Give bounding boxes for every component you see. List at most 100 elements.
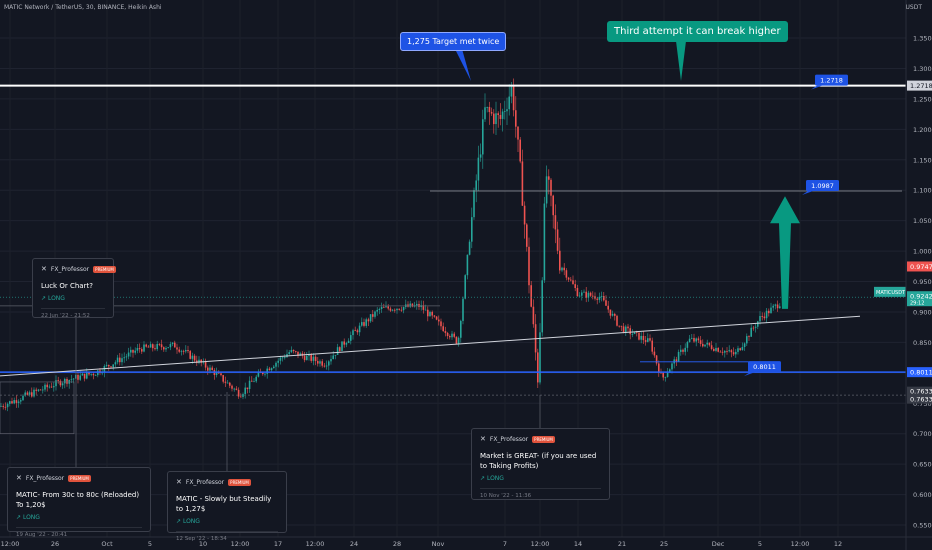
- candle-body: [101, 372, 103, 374]
- candle-body: [548, 176, 550, 180]
- candle-body: [398, 308, 400, 310]
- candle-body: [196, 360, 198, 363]
- candle-body: [763, 316, 766, 319]
- candle-body: [620, 325, 623, 327]
- x-axis: 12:00 26 Oct 5 10 12:00 17 12:00 24 28 Nov 7 12:00 14…: [0, 536, 932, 548]
- candle-body: [123, 357, 125, 359]
- y-tick-label: 1.3000: [913, 65, 932, 73]
- candle-body: [90, 373, 92, 375]
- candle-body: [576, 288, 579, 297]
- candle-body: [44, 384, 46, 390]
- candle-body: [361, 322, 363, 326]
- candle-body: [394, 309, 396, 311]
- x-tick-label: 14: [574, 540, 582, 548]
- price-pill-label: 1.2718: [820, 76, 843, 84]
- candle-body: [444, 331, 447, 333]
- candle-body: [209, 367, 211, 371]
- candle-body: [136, 348, 139, 351]
- idea-card-luck-or-chart[interactable]: ✕ FX_Professor PREMIUM Luck Or Chart? ↗ LO…: [32, 258, 116, 319]
- candle-body: [290, 349, 293, 353]
- candle-body: [242, 394, 244, 397]
- candle-body: [550, 179, 552, 196]
- candle-body: [17, 401, 20, 403]
- candle-body: [585, 291, 587, 298]
- candle-body: [191, 355, 194, 359]
- candle-body: [160, 344, 163, 348]
- price-pill[interactable]: 0.8011: [744, 361, 781, 377]
- candle-body: [233, 388, 235, 390]
- candle-body: [42, 389, 44, 391]
- idea-card-30c-to-80c[interactable]: ✕ FX_Professor PREMIUM MATIC- From 30c to …: [7, 467, 151, 538]
- candle-body: [460, 320, 462, 338]
- candle-body: [488, 106, 491, 113]
- candle-body: [323, 365, 326, 367]
- candle-body: [325, 365, 328, 367]
- price-pill-tail: [811, 85, 822, 90]
- candle-body: [640, 335, 642, 340]
- candle-body: [119, 357, 121, 363]
- idea-divider: [16, 527, 142, 528]
- x-tick-label: Oct: [101, 540, 113, 548]
- candles: [0, 78, 781, 412]
- x-tick-label: 5: [148, 540, 152, 548]
- candle-body: [365, 319, 367, 326]
- candle-body: [251, 380, 253, 382]
- candle-body: [651, 340, 653, 352]
- candle-body: [655, 355, 658, 364]
- candle-body: [103, 365, 106, 373]
- candle-body: [345, 343, 348, 345]
- candle-body: [761, 316, 763, 317]
- candle-body: [134, 350, 136, 353]
- idea-date: 22 Jun '22 - 21:52: [41, 313, 90, 319]
- candle-body: [33, 389, 35, 397]
- candle-body: [72, 378, 75, 380]
- idea-card-slowly-steadily[interactable]: ✕ FX_Professor PREMIUM MATIC - Slowly but …: [167, 471, 287, 542]
- y-tick-label: 1.3500: [913, 35, 932, 43]
- price-pill[interactable]: 1.0987: [802, 179, 839, 195]
- candle-body: [402, 307, 405, 311]
- candle-body: [224, 381, 227, 383]
- candle-body: [182, 350, 185, 352]
- candle-body: [697, 338, 700, 341]
- candle-body: [563, 267, 565, 271]
- axis-tag-high: 0.9747: [910, 263, 932, 271]
- trendline: [0, 315, 861, 377]
- candle-body: [268, 368, 271, 371]
- candle-body: [510, 85, 513, 97]
- callout-third-attempt[interactable]: Third attempt it can break higher: [607, 21, 788, 42]
- x-tick-label: 12:00: [1, 540, 20, 548]
- candle-body: [156, 343, 158, 350]
- candle-body: [317, 361, 319, 364]
- candle-body: [169, 344, 172, 348]
- candle-body: [114, 362, 117, 365]
- candle-body: [743, 343, 746, 348]
- candle-body: [607, 305, 609, 310]
- candle-body: [400, 309, 403, 311]
- callout-target-met[interactable]: 1,275 Target met twice: [400, 32, 507, 51]
- idea-direction: LONG: [486, 475, 504, 482]
- candle-body: [132, 349, 134, 353]
- candle-body: [319, 361, 321, 364]
- candle-body: [211, 367, 213, 371]
- candle-body: [732, 352, 735, 355]
- candle-body: [433, 315, 436, 317]
- candle-body: [15, 400, 18, 403]
- candle-body: [147, 346, 150, 348]
- candle-body: [693, 337, 695, 342]
- candle-body: [378, 308, 381, 310]
- premium-badge: PREMIUM: [228, 478, 251, 486]
- candle-body: [440, 321, 442, 327]
- price-pill[interactable]: 1.2718: [811, 74, 848, 90]
- idea-card-market-is-great[interactable]: ✕ FX_Professor PREMIUM Market is GREAT- (i…: [471, 428, 610, 500]
- axis-tag-low-box: [907, 394, 932, 404]
- candle-body: [284, 357, 286, 359]
- candle-body: [226, 382, 229, 384]
- candle-body: [598, 296, 601, 300]
- candle-body: [26, 392, 29, 395]
- candle-body: [343, 341, 345, 345]
- premium-badge: PREMIUM: [68, 474, 91, 482]
- candle-body: [77, 374, 79, 380]
- candle-body: [257, 372, 260, 377]
